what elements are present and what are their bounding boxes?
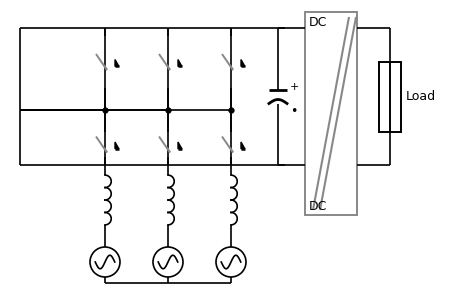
Text: •: • — [290, 105, 297, 118]
Polygon shape — [115, 142, 119, 149]
Polygon shape — [241, 142, 245, 149]
Polygon shape — [241, 59, 245, 66]
Bar — [305, 12, 357, 215]
Text: DC: DC — [309, 200, 327, 213]
Polygon shape — [178, 142, 182, 149]
Text: +: + — [290, 82, 299, 92]
Text: DC: DC — [309, 16, 327, 29]
Text: Load: Load — [406, 90, 436, 103]
Polygon shape — [115, 59, 119, 66]
Polygon shape — [178, 59, 182, 66]
Bar — [379, 61, 401, 131]
